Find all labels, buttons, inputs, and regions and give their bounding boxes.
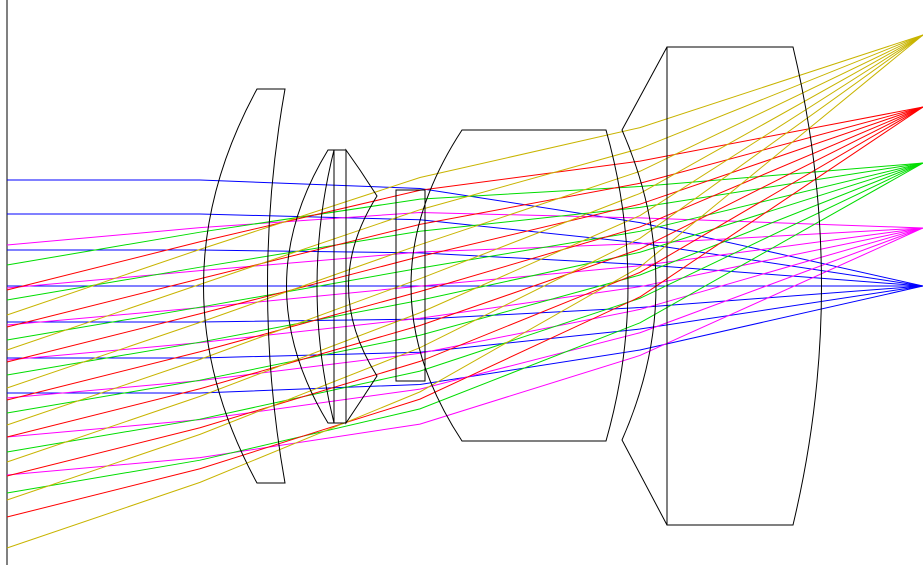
- ray-field-2-1: [6, 211, 923, 246]
- ray-field-4-2: [6, 106, 923, 328]
- ray-field-2-5: [6, 227, 923, 399]
- lens-element-8: [666, 46, 822, 526]
- lens-element-1: [203, 88, 286, 484]
- ray-field-4-3: [6, 106, 923, 363]
- lens-element-7: [621, 46, 668, 526]
- ray-field-2-7: [6, 227, 923, 476]
- ray-on-axis-3: [7, 249, 923, 287]
- ray-field-2-2: [6, 227, 923, 289]
- ray-field-5-4: [6, 34, 923, 426]
- ray-field-3-5: [6, 162, 923, 414]
- ray-field-3-2: [6, 162, 923, 301]
- ray-field-3-7: [6, 162, 923, 494]
- lens-element-4: [345, 148, 378, 425]
- lens-element-6: [410, 129, 629, 442]
- ray-field-4-4: [6, 106, 923, 401]
- ray-field-4-7: [6, 106, 923, 518]
- lens-group: [203, 46, 822, 526]
- ray-field-3-1: [6, 162, 923, 266]
- ray-on-axis-1: [7, 179, 923, 287]
- ray-field-5-5: [6, 34, 923, 463]
- ray-field-3-6: [6, 162, 923, 453]
- ray-field-4-6: [6, 106, 923, 477]
- ray-field-2-4: [6, 227, 923, 361]
- ray-field-5-7: [6, 34, 923, 549]
- ray-field-4-1: [6, 106, 923, 291]
- ray-on-axis-5: [7, 285, 923, 323]
- ray-field-2-6: [6, 227, 923, 438]
- ray-field-5-2: [6, 34, 923, 351]
- ray-field-3-3: [6, 162, 923, 341]
- lens-element-5: [395, 189, 426, 382]
- ray-field-5-3: [6, 34, 923, 389]
- ray-field-4-5: [6, 106, 923, 438]
- ray-bundles: [6, 34, 923, 549]
- lens-element-2: [286, 149, 335, 424]
- ray-field-3-4: [6, 162, 923, 376]
- ray-on-axis-7: [7, 285, 923, 394]
- ray-field-5-6: [6, 34, 923, 501]
- ray-field-5-1: [6, 34, 923, 316]
